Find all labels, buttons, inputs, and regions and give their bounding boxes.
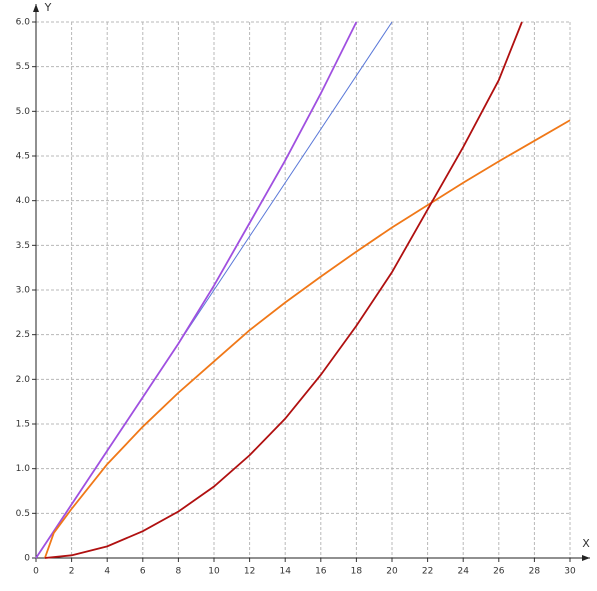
x-tick-label: 10 bbox=[208, 567, 220, 577]
y-tick-label: 2.5 bbox=[16, 330, 30, 340]
y-tick-label: 3.0 bbox=[16, 286, 31, 296]
x-axis-title: X bbox=[582, 537, 590, 550]
x-tick-label: 6 bbox=[140, 567, 146, 577]
x-tick-label: 24 bbox=[457, 567, 469, 577]
y-tick-label: 1.5 bbox=[16, 420, 30, 430]
y-axis-arrow bbox=[33, 4, 39, 12]
x-tick-label: 12 bbox=[244, 567, 255, 577]
y-axis-title: Y bbox=[44, 1, 52, 14]
x-tick-label: 14 bbox=[279, 567, 291, 577]
y-tick-label: 6.0 bbox=[16, 18, 31, 28]
x-tick-label: 22 bbox=[422, 567, 433, 577]
y-tick-label: 5.0 bbox=[16, 107, 31, 117]
y-tick-label: 3.5 bbox=[16, 241, 30, 251]
x-tick-label: 26 bbox=[493, 567, 505, 577]
x-tick-label: 2 bbox=[69, 567, 75, 577]
y-tick-label: 2.0 bbox=[16, 375, 31, 385]
y-tick-label: 1.0 bbox=[16, 464, 31, 474]
line bbox=[44, 21, 523, 559]
x-axis-arrow bbox=[582, 555, 590, 561]
x-tick-label: 16 bbox=[315, 567, 327, 577]
y-tick-label: 4.0 bbox=[16, 196, 31, 206]
x-tick-label: 20 bbox=[386, 567, 398, 577]
x-tick-label: 30 bbox=[564, 567, 576, 577]
y-tick-label: 0 bbox=[24, 554, 30, 564]
y-tick-label: 0.5 bbox=[16, 509, 30, 519]
line bbox=[44, 119, 571, 559]
x-tick-label: 4 bbox=[104, 567, 110, 577]
y-tick-label: 4.5 bbox=[16, 152, 30, 162]
x-tick-label: 18 bbox=[351, 567, 363, 577]
x-tick-label: 28 bbox=[529, 567, 541, 577]
y-tick-label: 5.5 bbox=[16, 62, 30, 72]
x-tick-label: 0 bbox=[33, 567, 39, 577]
x-tick-label: 8 bbox=[176, 567, 182, 577]
line bbox=[35, 21, 358, 559]
